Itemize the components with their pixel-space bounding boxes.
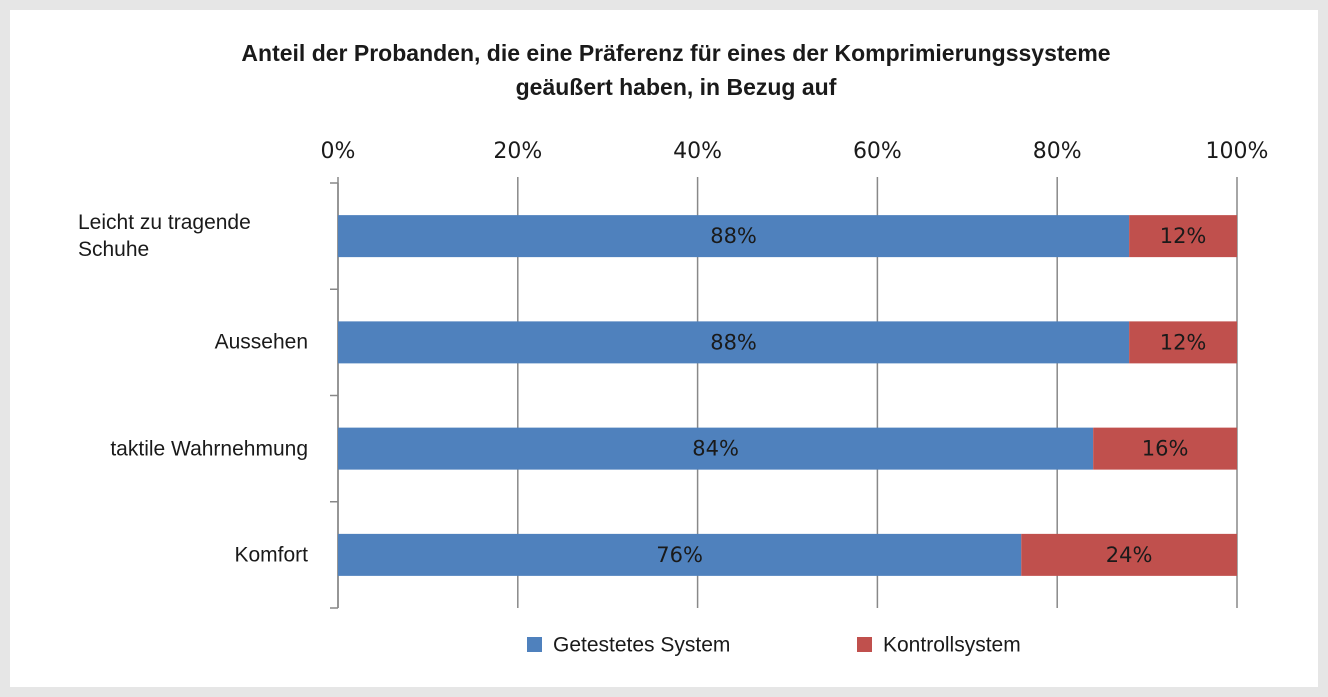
x-tick-label: 80% bbox=[1033, 139, 1082, 164]
data-label: 24% bbox=[1106, 543, 1153, 567]
y-tick-label-text: Leicht zu tragende Schuhe bbox=[78, 211, 251, 262]
data-label: 76% bbox=[656, 543, 703, 567]
data-label: 88% bbox=[710, 330, 757, 354]
bar-segment bbox=[338, 215, 1130, 258]
legend-label: Getestetes System bbox=[553, 634, 730, 657]
legend-swatch bbox=[857, 637, 872, 652]
legend-swatch bbox=[527, 637, 542, 652]
data-label: 12% bbox=[1160, 330, 1207, 354]
y-tick-label-text: Komfort bbox=[234, 543, 308, 567]
chart-subtitle: geäußert haben, in Bezug auf bbox=[516, 74, 837, 100]
y-tick-label-text: Aussehen bbox=[214, 330, 308, 354]
bar-segment bbox=[338, 321, 1130, 364]
x-tick-label: 20% bbox=[493, 139, 542, 164]
data-label: 16% bbox=[1142, 437, 1189, 461]
chart-title: Anteil der Probanden, die eine Präferenz… bbox=[241, 40, 1110, 66]
bar-segment bbox=[1093, 427, 1237, 470]
x-tick-label: 0% bbox=[321, 139, 356, 164]
x-tick-label: 100% bbox=[1206, 139, 1269, 164]
y-tick-label: taktile Wahrnehmung bbox=[38, 435, 308, 462]
y-tick-label: Leicht zu tragende Schuhe bbox=[38, 209, 308, 263]
y-tick-label: Aussehen bbox=[38, 329, 308, 356]
x-tick-label: 60% bbox=[853, 139, 902, 164]
bar-segment bbox=[1021, 533, 1237, 576]
data-label: 12% bbox=[1160, 224, 1207, 248]
data-label: 88% bbox=[710, 224, 757, 248]
bar-segment bbox=[338, 533, 1022, 576]
y-tick-label-text: taktile Wahrnehmung bbox=[110, 437, 308, 461]
data-label: 84% bbox=[692, 437, 739, 461]
bar-segment bbox=[1129, 321, 1237, 364]
y-tick-label: Komfort bbox=[38, 541, 308, 568]
x-tick-label: 40% bbox=[673, 139, 722, 164]
legend-label: Kontrollsystem bbox=[883, 634, 1021, 657]
bar-segment bbox=[338, 427, 1094, 470]
bar-segment bbox=[1129, 215, 1237, 258]
